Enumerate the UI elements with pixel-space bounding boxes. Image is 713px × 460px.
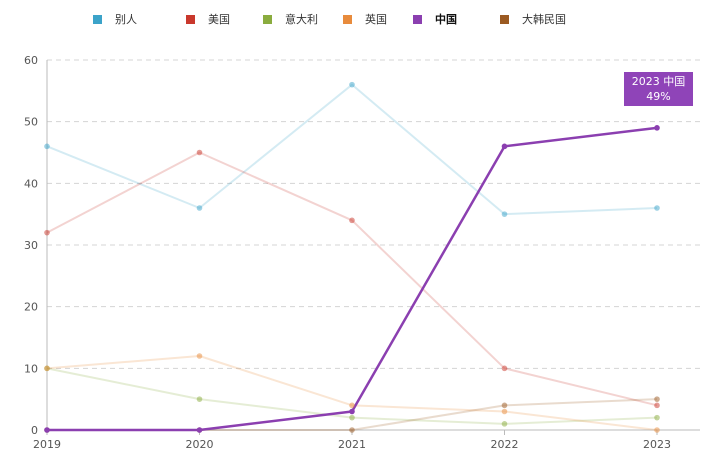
series-0-point[interactable] — [501, 211, 508, 217]
series-5-legend-label[interactable]: 大韩民国 — [522, 12, 566, 26]
series-4-line — [47, 126, 658, 432]
series-3-legend-label[interactable]: 英国 — [365, 12, 387, 26]
tooltip-line1: 2023 中国 — [631, 75, 686, 88]
series-2-legend-swatch[interactable] — [263, 15, 272, 24]
y-tick-label: 10 — [24, 362, 38, 375]
series-2-point[interactable] — [501, 421, 508, 427]
series-4-point[interactable] — [501, 143, 508, 150]
series-4-legend-swatch[interactable] — [413, 15, 422, 24]
series-1-point[interactable] — [196, 149, 203, 156]
tooltip-line2: 49% — [646, 90, 671, 103]
series-lines — [46, 83, 658, 432]
series-2-point[interactable] — [654, 414, 660, 421]
series-3-legend-swatch[interactable] — [343, 15, 352, 24]
series-1-point[interactable] — [654, 402, 660, 409]
y-tick-label: 60 — [24, 54, 38, 67]
series-5-point[interactable] — [501, 402, 508, 409]
series-0-line — [46, 83, 658, 216]
series-2-legend-label[interactable]: 意大利 — [285, 12, 318, 26]
series-3-point[interactable] — [44, 365, 50, 372]
series-2-point[interactable] — [349, 414, 355, 421]
series-4-point[interactable] — [196, 427, 203, 433]
series-0-legend-swatch[interactable] — [93, 15, 102, 24]
y-tick-label: 20 — [24, 301, 38, 314]
series-4-point[interactable] — [349, 408, 355, 415]
series-3-point[interactable] — [349, 402, 355, 409]
series-1-legend-label[interactable]: 美国 — [208, 13, 230, 26]
series-1-legend-swatch[interactable] — [186, 15, 195, 24]
y-tick-label: 0 — [31, 424, 38, 437]
series-1-point[interactable] — [44, 229, 50, 236]
x-tick-label: 2019 — [33, 438, 61, 451]
series-1-point[interactable] — [501, 365, 508, 372]
series-3-point[interactable] — [654, 427, 660, 433]
series-0-point[interactable] — [349, 81, 355, 88]
x-tick-label: 2023 — [643, 438, 671, 451]
series-2-point[interactable] — [196, 396, 203, 402]
series-4-legend-label[interactable]: 中国 — [435, 12, 457, 26]
series-1-line — [46, 151, 658, 407]
y-tick-label: 40 — [24, 177, 38, 190]
y-tick-label: 30 — [24, 239, 38, 252]
legend: 别人 美国 意大利 英国 中国 大韩民国 — [93, 12, 566, 26]
series-5-point[interactable] — [349, 427, 355, 433]
y-tick-label: 50 — [24, 116, 38, 129]
series-4-point[interactable] — [654, 125, 660, 131]
series-3-point[interactable] — [196, 353, 203, 359]
series-0-point[interactable] — [196, 205, 203, 211]
gridlines — [47, 59, 700, 369]
x-tick-label: 2020 — [186, 438, 214, 451]
x-tick-label: 2022 — [491, 438, 519, 451]
tooltip: 2023 中国 49% — [624, 72, 693, 106]
x-tick-label: 2021 — [338, 438, 366, 451]
series-4-point[interactable] — [44, 427, 50, 433]
series-5-legend-swatch[interactable] — [500, 15, 509, 24]
series-1-point[interactable] — [349, 217, 355, 224]
series-0-legend-label[interactable]: 别人 — [115, 13, 137, 26]
series-points — [44, 81, 660, 433]
series-0-point[interactable] — [654, 205, 660, 211]
series-5-point[interactable] — [654, 396, 660, 402]
series-3-point[interactable] — [501, 408, 508, 415]
series-0-point[interactable] — [44, 143, 50, 150]
